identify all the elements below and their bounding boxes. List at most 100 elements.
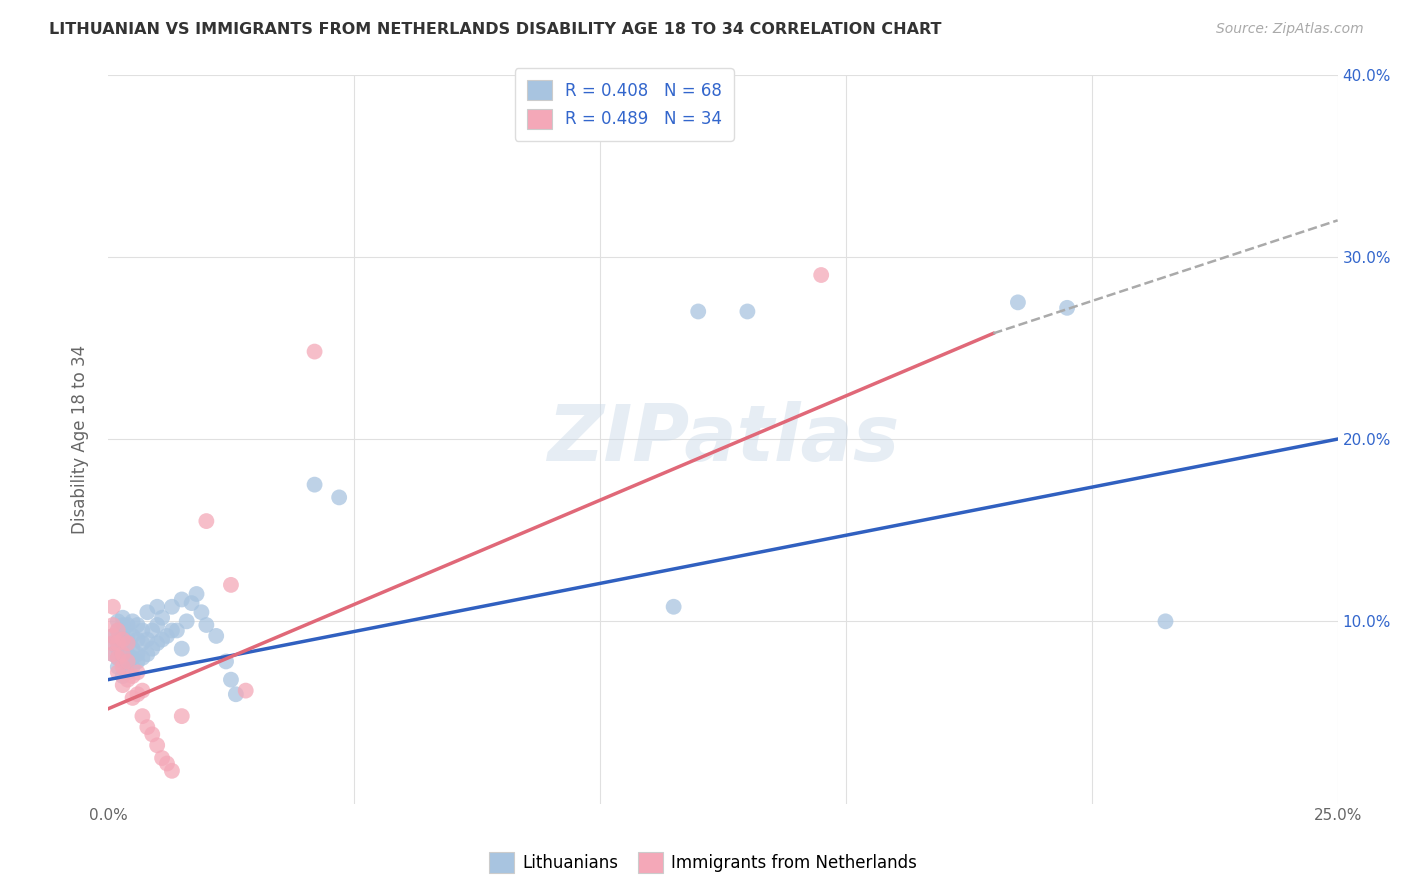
Point bbox=[180, 596, 202, 610]
Point bbox=[121, 650, 143, 665]
Point bbox=[235, 683, 257, 698]
Point bbox=[127, 687, 149, 701]
Point bbox=[1007, 295, 1029, 310]
Point bbox=[111, 632, 134, 647]
Point bbox=[127, 618, 149, 632]
Point bbox=[107, 665, 129, 680]
Point bbox=[810, 268, 832, 282]
Point bbox=[111, 647, 134, 661]
Point bbox=[121, 615, 143, 629]
Point bbox=[190, 605, 212, 619]
Point bbox=[141, 624, 163, 638]
Point bbox=[225, 687, 247, 701]
Point bbox=[117, 665, 139, 680]
Point bbox=[101, 647, 124, 661]
Point bbox=[117, 647, 139, 661]
Point bbox=[121, 660, 143, 674]
Point bbox=[131, 650, 153, 665]
Point bbox=[117, 655, 139, 669]
Point bbox=[195, 514, 218, 528]
Point bbox=[136, 720, 159, 734]
Point bbox=[121, 669, 143, 683]
Point bbox=[170, 641, 193, 656]
Point bbox=[160, 599, 183, 614]
Point bbox=[101, 636, 124, 650]
Point bbox=[127, 632, 149, 647]
Point bbox=[146, 636, 169, 650]
Text: ZIPatlas: ZIPatlas bbox=[547, 401, 898, 477]
Point bbox=[156, 756, 179, 771]
Point bbox=[117, 673, 139, 687]
Point bbox=[101, 629, 124, 643]
Point bbox=[186, 587, 208, 601]
Point bbox=[111, 647, 134, 661]
Point bbox=[205, 629, 228, 643]
Point bbox=[107, 636, 129, 650]
Point bbox=[121, 641, 143, 656]
Legend: R = 0.408   N = 68, R = 0.489   N = 34: R = 0.408 N = 68, R = 0.489 N = 34 bbox=[515, 69, 734, 141]
Point bbox=[304, 477, 326, 491]
Point bbox=[101, 636, 124, 650]
Point bbox=[688, 304, 710, 318]
Point bbox=[121, 690, 143, 705]
Text: Source: ZipAtlas.com: Source: ZipAtlas.com bbox=[1216, 22, 1364, 37]
Point bbox=[146, 599, 169, 614]
Point bbox=[101, 599, 124, 614]
Point bbox=[136, 647, 159, 661]
Point bbox=[195, 618, 218, 632]
Point bbox=[219, 578, 242, 592]
Point bbox=[107, 650, 129, 665]
Point bbox=[111, 655, 134, 669]
Point bbox=[141, 727, 163, 741]
Point bbox=[131, 709, 153, 723]
Point bbox=[166, 624, 188, 638]
Point bbox=[127, 665, 149, 680]
Point bbox=[111, 618, 134, 632]
Point bbox=[176, 615, 198, 629]
Point bbox=[131, 624, 153, 638]
Point bbox=[131, 683, 153, 698]
Point bbox=[156, 629, 179, 643]
Point bbox=[111, 610, 134, 624]
Point bbox=[107, 632, 129, 647]
Point bbox=[117, 655, 139, 669]
Point bbox=[111, 669, 134, 683]
Legend: Lithuanians, Immigrants from Netherlands: Lithuanians, Immigrants from Netherlands bbox=[482, 846, 924, 880]
Point bbox=[662, 599, 685, 614]
Point bbox=[101, 629, 124, 643]
Point bbox=[117, 618, 139, 632]
Point bbox=[141, 641, 163, 656]
Point bbox=[117, 636, 139, 650]
Point bbox=[107, 624, 129, 638]
Point bbox=[146, 618, 169, 632]
Point bbox=[150, 751, 173, 765]
Point bbox=[737, 304, 759, 318]
Point bbox=[136, 632, 159, 647]
Point bbox=[117, 636, 139, 650]
Point bbox=[107, 650, 129, 665]
Point bbox=[170, 709, 193, 723]
Point bbox=[107, 624, 129, 638]
Point bbox=[127, 647, 149, 661]
Point bbox=[170, 592, 193, 607]
Y-axis label: Disability Age 18 to 34: Disability Age 18 to 34 bbox=[72, 344, 89, 533]
Point bbox=[111, 678, 134, 692]
Point bbox=[121, 629, 143, 643]
Point bbox=[328, 491, 350, 505]
Point bbox=[117, 629, 139, 643]
Point bbox=[1056, 301, 1078, 315]
Point bbox=[136, 605, 159, 619]
Point bbox=[131, 636, 153, 650]
Point bbox=[150, 632, 173, 647]
Point bbox=[111, 660, 134, 674]
Point bbox=[107, 660, 129, 674]
Point bbox=[107, 641, 129, 656]
Point bbox=[160, 764, 183, 778]
Point bbox=[146, 739, 169, 753]
Point bbox=[127, 655, 149, 669]
Point bbox=[111, 636, 134, 650]
Point bbox=[111, 624, 134, 638]
Point bbox=[101, 647, 124, 661]
Point bbox=[219, 673, 242, 687]
Point bbox=[111, 629, 134, 643]
